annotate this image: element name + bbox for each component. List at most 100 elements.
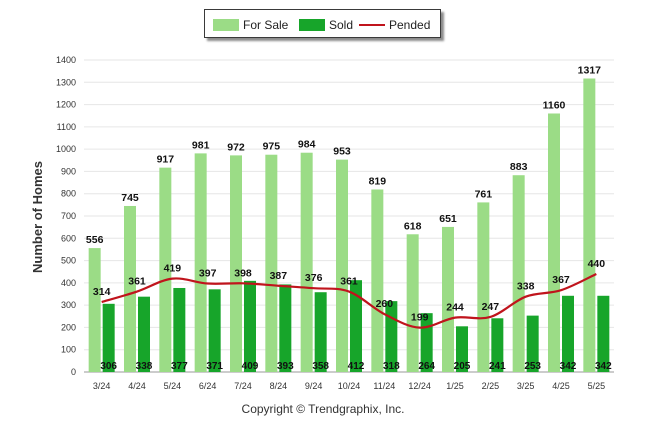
pended-value-label: 361 (128, 276, 146, 288)
sold-value-label: 393 (277, 361, 294, 372)
sold-value-label: 377 (171, 361, 188, 372)
pended-value-label: 338 (517, 281, 535, 293)
sold-value-label: 318 (383, 361, 400, 372)
pended-value-label: 440 (588, 258, 606, 270)
sold-value-label: 205 (454, 361, 471, 372)
x-tick-label: 2/25 (482, 381, 500, 391)
pended-swatch (359, 24, 385, 26)
for-sale-value-label: 761 (475, 188, 493, 200)
sold-value-label: 358 (312, 361, 329, 372)
pended-value-label: 361 (340, 276, 358, 288)
x-tick-label: 11/24 (373, 381, 395, 391)
sold-bar (562, 295, 574, 372)
sold-value-label: 342 (560, 361, 577, 372)
copyright: Copyright © Trendgraphix, Inc. (241, 402, 405, 416)
for-sale-value-label: 975 (263, 141, 281, 153)
sold-value-label: 338 (136, 361, 153, 372)
sold-bar (102, 303, 115, 372)
for-sale-bar (583, 78, 596, 373)
pended-value-label: 244 (446, 302, 464, 314)
y-tick-label: 700 (61, 211, 76, 221)
for-sale-value-label: 1317 (578, 64, 602, 76)
pended-value-label: 376 (305, 272, 323, 284)
sold-bar (244, 280, 256, 372)
x-tick-label: 6/24 (199, 381, 217, 391)
for-sale-bar (194, 153, 207, 372)
x-tick-label: 5/25 (588, 381, 606, 391)
for-sale-bar (548, 113, 560, 372)
x-tick-label: 12/24 (408, 381, 431, 391)
sold-bar (138, 296, 150, 372)
sold-value-label: 264 (418, 361, 435, 372)
y-tick-label: 1100 (57, 122, 76, 132)
sold-value-label: 409 (242, 361, 259, 372)
sold-swatch (299, 19, 325, 31)
legend: For Sale Sold Pended (204, 9, 441, 38)
for-sale-value-label: 984 (298, 139, 316, 151)
for-sale-value-label: 745 (121, 192, 139, 204)
y-axis-ticks: 0 100 200 300 400 500 600 700 800 900 1000 1100 1200… (56, 55, 76, 377)
bars (88, 78, 610, 373)
for-sale-value-label: 556 (86, 234, 104, 246)
y-tick-label: 600 (61, 233, 76, 243)
for-sale-swatch (213, 19, 239, 31)
for-sale-bar (300, 152, 313, 372)
for-sale-bar (336, 159, 348, 372)
for-sale-value-label: 618 (404, 220, 422, 232)
sold-value-label: 253 (524, 361, 541, 372)
for-sale-bar (477, 202, 490, 372)
pended-value-label: 314 (93, 286, 111, 298)
pended-value-label: 199 (411, 312, 429, 324)
x-tick-label: 3/24 (93, 381, 111, 391)
for-sale-value-label: 651 (439, 213, 457, 225)
y-tick-label: 500 (61, 256, 76, 266)
y-tick-label: 800 (61, 189, 76, 199)
legend-label-sold: Sold (329, 18, 354, 32)
for-sale-value-label: 819 (369, 175, 387, 187)
for-sale-bar (406, 234, 419, 372)
for-sale-bar (512, 175, 525, 372)
x-tick-label: 4/25 (552, 381, 570, 391)
gridlines (84, 59, 614, 373)
sold-bar (350, 280, 362, 372)
x-axis-ticks: 3/24 4/24 5/24 6/24 7/24 8/24 9/24 10/24 11/24 12… (93, 381, 605, 391)
pended-value-label: 419 (164, 263, 182, 275)
y-tick-label: 1000 (56, 144, 76, 154)
pended-value-label: 397 (199, 268, 217, 280)
x-tick-label: 5/24 (164, 381, 182, 391)
for-sale-bar (88, 248, 101, 372)
x-tick-label: 3/25 (517, 381, 535, 391)
sold-value-label: 306 (100, 361, 117, 372)
for-sale-value-label: 917 (157, 154, 175, 166)
x-tick-label: 7/24 (234, 381, 252, 391)
y-tick-label: 300 (61, 300, 76, 310)
pended-value-label: 247 (482, 301, 500, 313)
sold-bar (456, 326, 468, 372)
pended-value-label: 260 (376, 298, 394, 310)
data-labels: 556 306 314 745 338 361 917 377 419 981 371 397 972 4… (86, 64, 612, 372)
y-tick-label: 200 (61, 322, 76, 332)
y-tick-label: 400 (61, 278, 76, 288)
for-sale-bar (265, 154, 278, 372)
pended-value-label: 387 (270, 270, 288, 282)
sold-bar (314, 292, 327, 372)
for-sale-value-label: 972 (227, 141, 245, 153)
sold-bar (279, 284, 292, 372)
y-tick-label: 900 (61, 166, 76, 176)
legend-label-pended: Pended (389, 18, 431, 32)
for-sale-bar (230, 155, 242, 372)
y-tick-label: 1300 (56, 77, 76, 87)
for-sale-bar (124, 205, 136, 372)
pended-value-label: 398 (234, 267, 252, 279)
for-sale-value-label: 1160 (543, 99, 566, 111)
pended-line (101, 272, 597, 329)
for-sale-bar (442, 226, 454, 372)
pended-line-group (101, 272, 597, 329)
x-tick-label: 9/24 (305, 381, 323, 391)
for-sale-value-label: 953 (333, 146, 351, 158)
pended-value-label: 367 (552, 274, 570, 286)
sold-value-label: 371 (206, 361, 223, 372)
y-axis-label: Number of Homes (30, 161, 45, 273)
sold-bar (526, 315, 539, 372)
